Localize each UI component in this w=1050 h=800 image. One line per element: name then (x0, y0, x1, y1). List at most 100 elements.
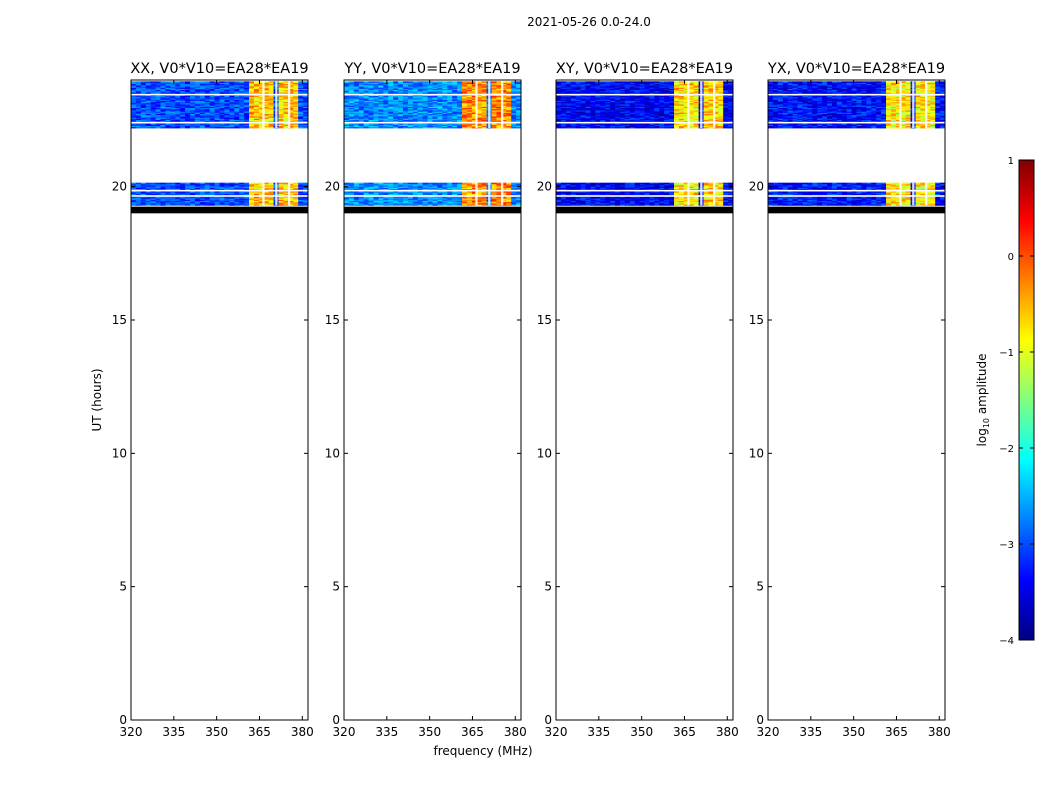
heatmap-cell (452, 191, 458, 193)
heatmap-cell (368, 123, 374, 125)
heatmap-cell (403, 98, 409, 100)
heatmap-cell (278, 187, 284, 190)
heatmap-cell (476, 82, 483, 85)
heatmap-cell (693, 200, 699, 203)
heatmap-cell (368, 98, 374, 100)
heatmap-cell (344, 182, 350, 185)
heatmap-cell (214, 90, 220, 93)
heatmap-cell (457, 186, 463, 188)
heatmap-cell (150, 192, 156, 194)
heatmap-cell (160, 125, 166, 128)
heatmap-cell (298, 117, 304, 119)
heatmap-cell (481, 84, 487, 87)
heatmap-cell (363, 99, 369, 101)
heatmap-cell (476, 120, 483, 123)
heatmap-cell (664, 185, 670, 187)
heatmap-cell (437, 90, 443, 93)
flagged-row-line (344, 195, 521, 197)
heatmap-cell (219, 193, 225, 195)
heatmap-cell (214, 185, 220, 187)
heatmap-cell (442, 114, 448, 117)
heatmap-cell (462, 187, 468, 190)
heatmap-cell (263, 111, 270, 113)
heatmap-cell (253, 110, 260, 112)
heatmap-cell (135, 191, 142, 193)
heatmap-cell (204, 102, 211, 105)
heatmap-cell (135, 107, 142, 110)
heatmap-cell (214, 123, 220, 125)
heatmap-cell (516, 89, 522, 92)
heatmap-cell (353, 102, 360, 105)
heatmap-cell (145, 81, 152, 83)
heatmap-cell (209, 111, 215, 113)
heatmap-cell (427, 95, 433, 98)
heatmap-cell (403, 100, 409, 103)
heatmap-cell (491, 191, 497, 193)
heatmap-cell (190, 104, 196, 106)
heatmap-cell (278, 116, 284, 118)
heatmap-cell (624, 191, 631, 193)
heatmap-cell (659, 185, 665, 187)
heatmap-cell (565, 199, 572, 201)
heatmap-cell (412, 110, 419, 112)
heatmap-cell (427, 191, 433, 193)
heatmap-cell (363, 198, 369, 200)
heatmap-cell (585, 200, 591, 203)
heatmap-cell (253, 104, 260, 106)
heatmap-cell (644, 201, 650, 204)
heatmap-cell (140, 87, 147, 89)
heatmap-cell (383, 92, 389, 94)
heatmap-cell (471, 106, 478, 109)
heatmap-cell (239, 198, 245, 200)
heatmap-cell (368, 87, 374, 89)
heatmap-cell (476, 116, 483, 118)
heatmap-cell (511, 100, 517, 103)
heatmap-cell (214, 100, 220, 103)
heatmap-cell (476, 105, 483, 107)
heatmap-cell (471, 107, 478, 110)
heatmap-cell (723, 187, 729, 190)
heatmap-cell (457, 188, 463, 191)
heatmap-cell (180, 196, 186, 199)
heatmap-cell (199, 199, 206, 201)
heatmap-cell (403, 87, 409, 89)
heatmap-cell (253, 125, 260, 128)
heatmap-cell (471, 193, 478, 195)
heatmap-cell (407, 100, 414, 103)
heatmap-cell (471, 98, 478, 100)
heatmap-cell (398, 116, 404, 118)
heatmap-cell (293, 110, 299, 112)
heatmap-cell (135, 126, 142, 129)
heatmap-cell (476, 117, 483, 119)
heatmap-cell (363, 86, 369, 88)
heatmap-cell (214, 105, 220, 107)
heatmap-cell (224, 106, 230, 109)
heatmap-cell (219, 204, 225, 206)
heatmap-cell (496, 125, 502, 128)
heatmap-cell (268, 126, 274, 129)
heatmap-cell (373, 89, 379, 92)
heatmap-cell (417, 183, 424, 186)
heatmap-cell (209, 107, 215, 110)
heatmap-cell (501, 199, 507, 201)
heatmap-cell (145, 124, 152, 127)
heatmap-cell (496, 107, 502, 110)
heatmap-cell (388, 81, 394, 83)
heatmap-cell (140, 202, 147, 205)
heatmap-cell (476, 119, 483, 122)
heatmap-cell (437, 112, 443, 115)
heatmap-cell (244, 198, 250, 200)
heatmap-cell (585, 193, 591, 195)
heatmap-cell (412, 188, 419, 191)
heatmap-cell (363, 87, 369, 89)
heatmap-cell (239, 191, 245, 193)
heatmap-cell (253, 186, 260, 188)
heatmap-cell (654, 183, 660, 186)
heatmap-cell (466, 123, 473, 125)
heatmap-cell (135, 89, 142, 92)
heatmap-cell (224, 98, 230, 100)
heatmap-cell (303, 118, 309, 121)
heatmap-cell (373, 182, 379, 185)
heatmap-cell (199, 196, 206, 199)
heatmap-cell (263, 201, 270, 204)
